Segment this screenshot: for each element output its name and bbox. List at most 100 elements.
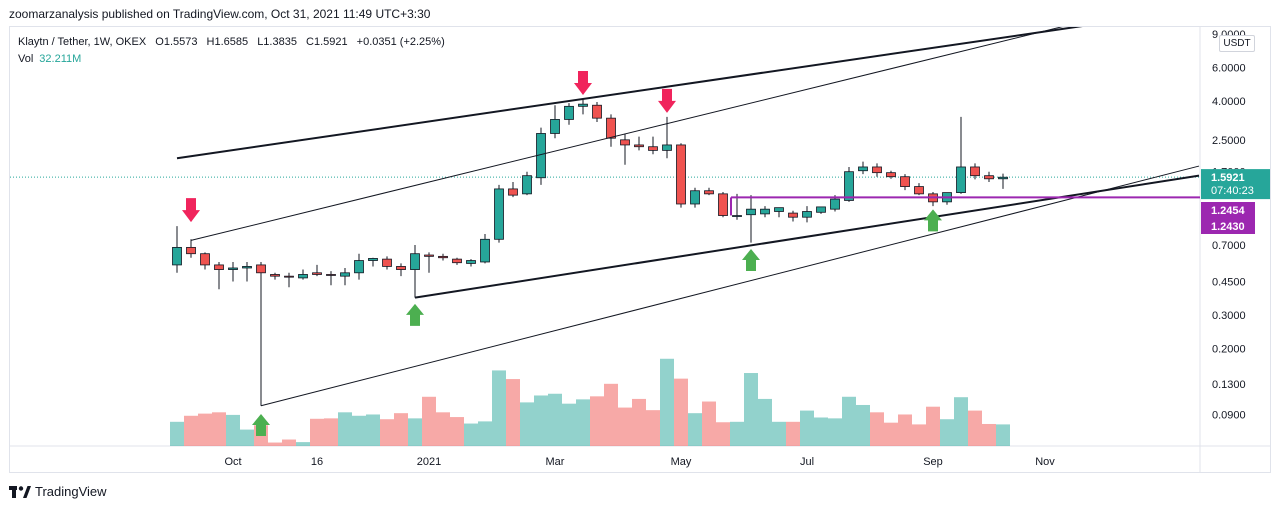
candle-body xyxy=(298,274,308,279)
candle-body xyxy=(844,171,854,201)
currency-button[interactable]: USDT xyxy=(1219,35,1255,52)
volume-bar xyxy=(604,383,618,446)
candle-body xyxy=(424,254,434,257)
candle-body xyxy=(242,266,252,269)
trendline-long-support xyxy=(260,165,1200,407)
ohlc-high: H1.6585 xyxy=(206,36,249,48)
candle-body xyxy=(830,198,840,210)
candle-body xyxy=(704,190,714,195)
candle-body xyxy=(200,253,210,266)
volume-bar xyxy=(352,415,366,446)
x-tick-label: 16 xyxy=(311,456,323,468)
x-tick-label: Nov xyxy=(1035,456,1055,468)
chart-frame[interactable] xyxy=(9,26,1271,473)
y-tick-label: 4.0000 xyxy=(1212,96,1246,108)
volume-bar xyxy=(744,373,758,446)
volume-bar xyxy=(674,378,688,446)
candle-body xyxy=(746,208,756,216)
volume-bar xyxy=(688,413,702,446)
candle-body xyxy=(382,258,392,267)
buy-signal-arrow-icon xyxy=(742,248,760,271)
level-price-label xyxy=(1201,202,1255,218)
buy-signal-arrow-icon xyxy=(406,303,424,326)
y-tick-label: 0.4500 xyxy=(1212,277,1246,289)
volume-bar xyxy=(324,418,338,446)
volume-bar xyxy=(828,418,842,446)
volume-bar xyxy=(702,401,716,446)
candle-body xyxy=(312,272,322,275)
candle-body xyxy=(480,238,490,263)
candle-body xyxy=(256,264,266,274)
candle-body xyxy=(690,190,700,205)
volume-bar xyxy=(716,422,730,446)
candle-body xyxy=(956,166,966,193)
candle-body xyxy=(186,246,196,255)
volume-bar xyxy=(198,413,212,446)
trendline-upper-channel xyxy=(176,27,1083,160)
candle-body xyxy=(774,207,784,212)
candle-body xyxy=(564,105,574,120)
plot-area[interactable] xyxy=(10,14,1200,446)
candle-body xyxy=(396,266,406,270)
volume-bar xyxy=(968,410,982,446)
volume-bar xyxy=(842,396,856,446)
published-by-text: zoomarzanalysis published on TradingView… xyxy=(9,7,431,21)
level-price-label xyxy=(1201,218,1255,234)
ohlc-low: L1.3835 xyxy=(257,36,297,48)
candle-body xyxy=(648,146,658,151)
level-price-text: 1.2430 xyxy=(1211,221,1245,233)
candle-body xyxy=(354,260,364,274)
volume-bar xyxy=(996,424,1010,446)
candle-body xyxy=(760,208,770,215)
volume-bar xyxy=(534,395,548,446)
footer-brand[interactable]: TradingView xyxy=(9,484,107,499)
volume-bar xyxy=(814,417,828,446)
volume-bar xyxy=(380,419,394,446)
y-tick-label: 2.5000 xyxy=(1212,135,1246,147)
volume-bar xyxy=(212,412,226,446)
candle-body xyxy=(718,193,728,216)
volume-bar xyxy=(982,423,996,446)
candle-body xyxy=(340,272,350,277)
candle-body xyxy=(494,188,504,240)
candle-body xyxy=(326,274,336,276)
buy-signal-arrow-icon xyxy=(252,414,270,437)
volume-bar xyxy=(590,396,604,446)
sell-signal-arrow-icon xyxy=(658,88,676,113)
volume-bar xyxy=(660,358,674,446)
volume-bar xyxy=(632,398,646,446)
candle-body xyxy=(858,166,868,172)
volume-bar xyxy=(800,410,814,446)
candle-body xyxy=(438,255,448,259)
candle-body xyxy=(886,172,896,178)
candle-body xyxy=(508,188,518,196)
y-tick-label: 0.1300 xyxy=(1212,379,1246,391)
volume-bar xyxy=(786,421,800,446)
ohlc-close: C1.5921 xyxy=(306,36,348,48)
candle-body xyxy=(522,175,532,195)
y-tick-label: 0.2000 xyxy=(1212,343,1246,355)
price-change: +0.0351 (+2.25%) xyxy=(356,36,445,48)
x-tick-label: Oct xyxy=(224,456,241,468)
volume-bar xyxy=(898,414,912,446)
y-tick-label: 0.7000 xyxy=(1212,240,1246,252)
candle-body xyxy=(662,144,672,151)
candle-body xyxy=(984,175,994,180)
candle-body xyxy=(410,253,420,270)
x-tick-label: 2021 xyxy=(417,456,441,468)
volume-bar xyxy=(310,418,324,446)
candle-body xyxy=(228,267,238,270)
volume-bar xyxy=(912,424,926,446)
volume-bar xyxy=(268,442,282,446)
volume-bar xyxy=(940,419,954,446)
volume-bar xyxy=(856,404,870,446)
symbol-legend: Klaytn / Tether, 1W, OKEX O1.5573 H1.658… xyxy=(18,36,451,48)
volume-bar xyxy=(492,370,506,446)
brand-name: TradingView xyxy=(35,484,107,499)
volume-bar xyxy=(730,421,744,446)
candle-body xyxy=(914,186,924,195)
volume-bar xyxy=(870,412,884,446)
symbol-name[interactable]: Klaytn / Tether, 1W, OKEX xyxy=(18,36,147,48)
volume-label[interactable]: Vol xyxy=(18,53,34,65)
